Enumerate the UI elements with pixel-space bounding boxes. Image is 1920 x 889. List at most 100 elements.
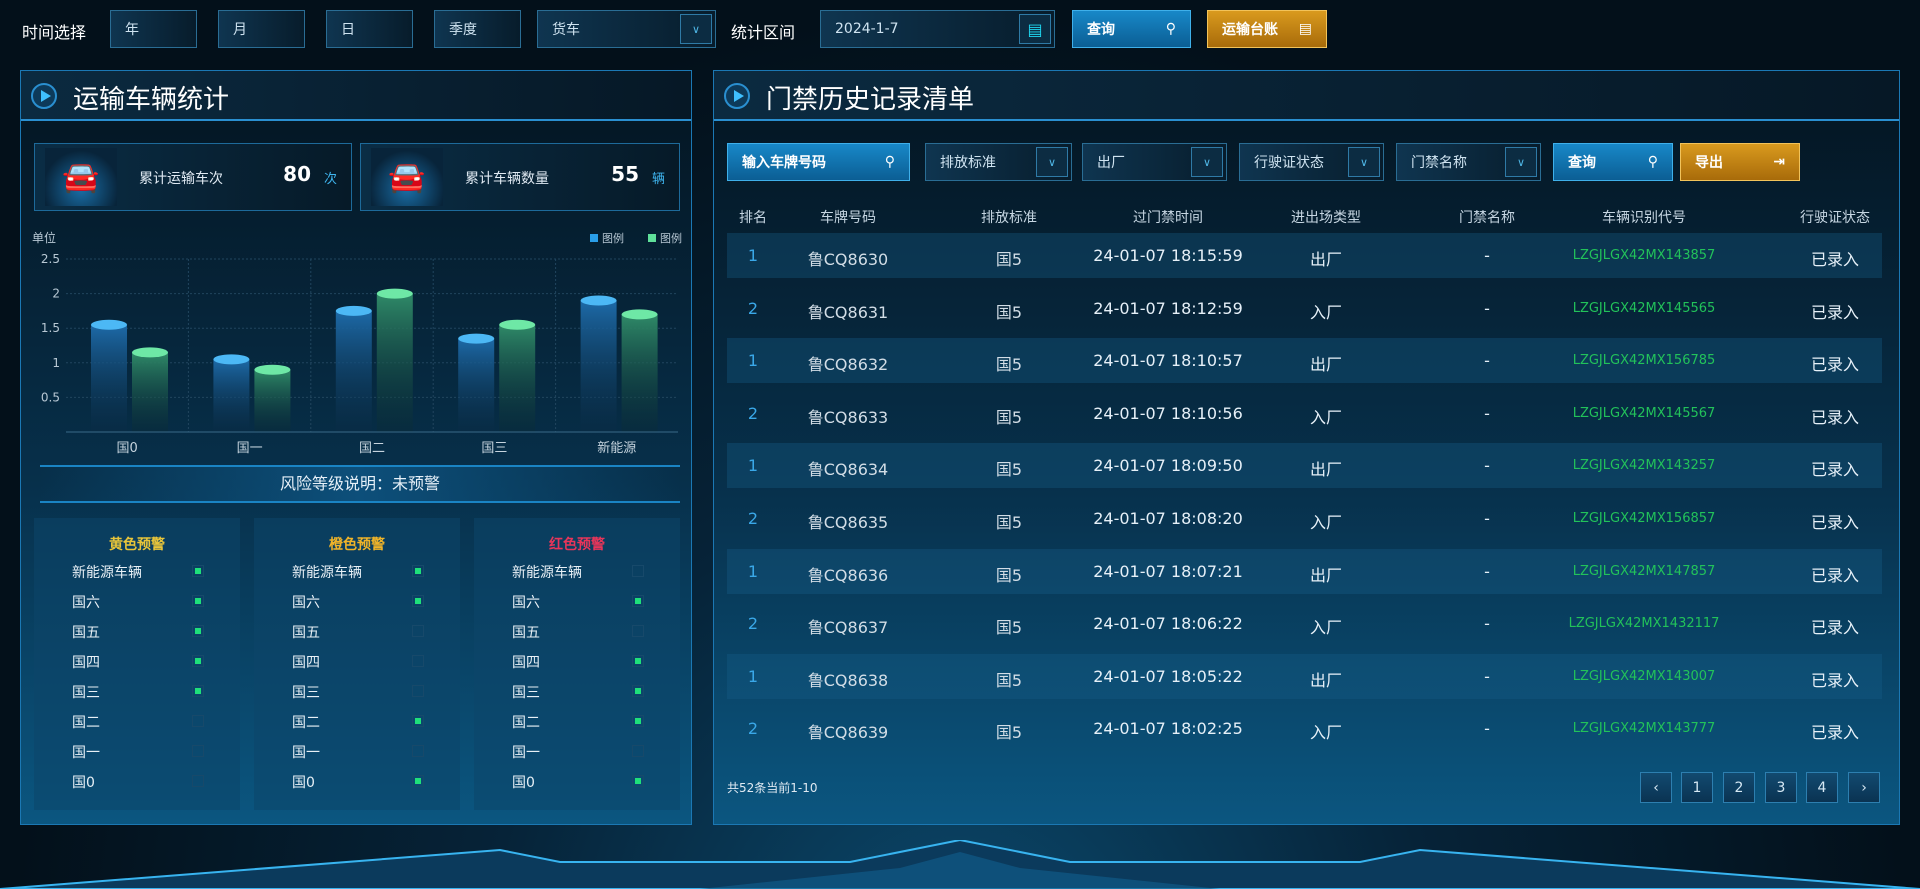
gate-name-select[interactable]: 门禁名称 ∨ (1396, 143, 1541, 181)
table-cell: 2 (747, 403, 759, 423)
table-row[interactable]: 2 鲁CQ8635 国5 24-01-07 18:08:20 入厂 - LZGJLGX42M… (727, 496, 1882, 541)
table-cell: LZGJLGX42MX145567 (1572, 405, 1716, 421)
gate-value: 门禁名称 (1411, 155, 1467, 171)
page-button[interactable]: 3 (1765, 772, 1797, 803)
range-label: 统计区间 (731, 23, 796, 42)
status-indicator (412, 715, 424, 727)
stat-value: 55 (611, 162, 639, 186)
bar (499, 324, 536, 432)
gate-history-panel: 门禁历史记录清单 (713, 70, 1900, 825)
y-tick-label: 0.5 (41, 390, 60, 404)
warning-item: 国0 (72, 772, 204, 792)
date-input[interactable]: 2024-1-7 ▤ (820, 10, 1055, 48)
prev-page-button[interactable]: ‹ (1640, 772, 1672, 803)
direction-select[interactable]: 出厂 ∨ (1082, 143, 1227, 181)
bar (580, 300, 617, 432)
warning-item: 国四 (72, 652, 204, 672)
warning-item: 国一 (72, 742, 204, 762)
table-cell: 鲁CQ8639 (807, 723, 889, 743)
status-indicator (632, 595, 644, 607)
table-cell: - (1484, 719, 1490, 739)
status-indicator (412, 685, 424, 697)
table-row[interactable]: 2 鲁CQ8639 国5 24-01-07 18:02:25 入厂 - LZGJLGX42M… (727, 706, 1882, 751)
stat-card: 🚘 累计运输车次 80 次 (34, 143, 352, 211)
chevron-down-icon[interactable]: ∨ (1348, 147, 1380, 177)
month-input[interactable]: 月 (218, 10, 305, 48)
table-row[interactable]: 2 鲁CQ8633 国5 24-01-07 18:10:56 入厂 - LZGJLGX42M… (727, 391, 1882, 436)
status-indicator (412, 655, 424, 667)
column-header[interactable]: 排放标准 (981, 210, 1037, 226)
bar-cap (499, 319, 536, 330)
plate-search-input[interactable]: 输入车牌号码 ⚲ (727, 143, 910, 181)
ledger-label: 运输台账 (1222, 22, 1278, 38)
panel-header: 门禁历史记录清单 (714, 71, 1899, 121)
warning-item: 国一 (292, 742, 424, 762)
status-indicator (192, 775, 204, 787)
chevron-down-icon[interactable]: ∨ (680, 14, 712, 44)
chevron-down-icon[interactable]: ∨ (1505, 147, 1537, 177)
table-cell: LZGJLGX42MX143007 (1572, 668, 1716, 684)
ledger-button[interactable]: 运输台账 ▤ (1207, 10, 1327, 48)
table-row[interactable]: 1 鲁CQ8630 国5 24-01-07 18:15:59 出厂 - LZGJLGX42M… (727, 233, 1882, 278)
warning-item: 国四 (292, 652, 424, 672)
column-header[interactable]: 车牌号码 (820, 210, 876, 226)
vehicle-type-value: 货车 (552, 22, 580, 38)
column-header[interactable]: 门禁名称 (1459, 210, 1515, 226)
table-cell: 已录入 (1810, 355, 1860, 375)
table-cell: 2 (747, 614, 759, 634)
table-cell: 国5 (995, 407, 1023, 427)
warning-column: 红色预警 新能源车辆 国六 国五 国四 国三 国二 国一 国0 (474, 518, 680, 810)
table-row[interactable]: 1 鲁CQ8634 国5 24-01-07 18:09:50 出厂 - LZGJLGX42M… (727, 443, 1882, 489)
license-status-select[interactable]: 行驶证状态 ∨ (1239, 143, 1384, 181)
chevron-down-icon[interactable]: ∨ (1191, 147, 1223, 177)
warning-item: 新能源车辆 (72, 562, 204, 582)
warning-column: 橙色预警 新能源车辆 国六 国五 国四 国三 国二 国一 国0 (254, 518, 460, 810)
query-button[interactable]: 查询 ⚲ (1072, 10, 1191, 48)
table-cell: 1 (747, 666, 759, 686)
table-cell: 已录入 (1810, 723, 1860, 743)
table-cell: LZGJLGX42MX145565 (1572, 300, 1716, 316)
chevron-down-icon[interactable]: ∨ (1036, 147, 1068, 177)
page-button[interactable]: 1 (1681, 772, 1713, 803)
table-row[interactable]: 1 鲁CQ8638 国5 24-01-07 18:05:22 出厂 - LZGJLGX42M… (727, 653, 1882, 699)
table-cell: 出厂 (1309, 670, 1343, 690)
stat-card: 🚘 累计车辆数量 55 辆 (360, 143, 680, 211)
table-cell: - (1484, 614, 1490, 634)
emission-select[interactable]: 排放标准 ∨ (925, 143, 1072, 181)
column-header[interactable]: 排名 (739, 210, 767, 226)
table-cell: 已录入 (1810, 513, 1860, 532)
status-indicator (632, 715, 644, 727)
table-cell: LZGJLGX42MX156857 (1572, 511, 1716, 526)
table-cell: 鲁CQ8631 (807, 302, 889, 322)
table-cell: 1 (747, 351, 759, 371)
table-cell: 24-01-07 18:07:21 (1093, 561, 1243, 581)
bar (91, 324, 127, 432)
table-cell: 国5 (995, 618, 1023, 638)
column-header[interactable]: 车辆识别代号 (1602, 210, 1686, 226)
table-row[interactable]: 2 鲁CQ8637 国5 24-01-07 18:06:22 入厂 - LZGJLGX42M… (727, 601, 1882, 646)
bar-cap (132, 347, 168, 358)
table-cell: 已录入 (1810, 302, 1860, 322)
day-input[interactable]: 日 (326, 10, 413, 48)
y-tick-label: 1.5 (41, 321, 60, 335)
table-query-button[interactable]: 查询 ⚲ (1553, 143, 1673, 181)
table-cell: 国5 (995, 460, 1023, 480)
status-indicator (192, 595, 204, 607)
warning-item-label: 新能源车辆 (512, 565, 582, 581)
next-page-button[interactable]: › (1848, 772, 1880, 803)
column-header[interactable]: 过门禁时间 (1133, 210, 1203, 226)
column-header[interactable]: 行驶证状态 (1800, 210, 1870, 226)
table-row[interactable]: 1 鲁CQ8636 国5 24-01-07 18:07:21 出厂 - LZGJLGX42M… (727, 548, 1882, 594)
table-cell: 24-01-07 18:06:22 (1093, 614, 1243, 634)
table-row[interactable]: 1 鲁CQ8632 国5 24-01-07 18:10:57 出厂 - LZGJLGX42M… (727, 338, 1882, 384)
year-input[interactable]: 年 (110, 10, 197, 48)
calendar-icon[interactable]: ▤ (1019, 14, 1051, 44)
page-button[interactable]: 4 (1806, 772, 1838, 803)
vehicle-type-select[interactable]: 货车 ∨ (537, 10, 716, 48)
export-button[interactable]: 导出 ⇥ (1680, 143, 1800, 181)
table-row[interactable]: 2 鲁CQ8631 国5 24-01-07 18:12:59 入厂 - LZGJLGX42M… (727, 286, 1882, 331)
bar-cap (458, 333, 495, 344)
column-header[interactable]: 进出场类型 (1291, 210, 1361, 226)
quarter-input[interactable]: 季度 (434, 10, 521, 48)
page-button[interactable]: 2 (1723, 772, 1755, 803)
